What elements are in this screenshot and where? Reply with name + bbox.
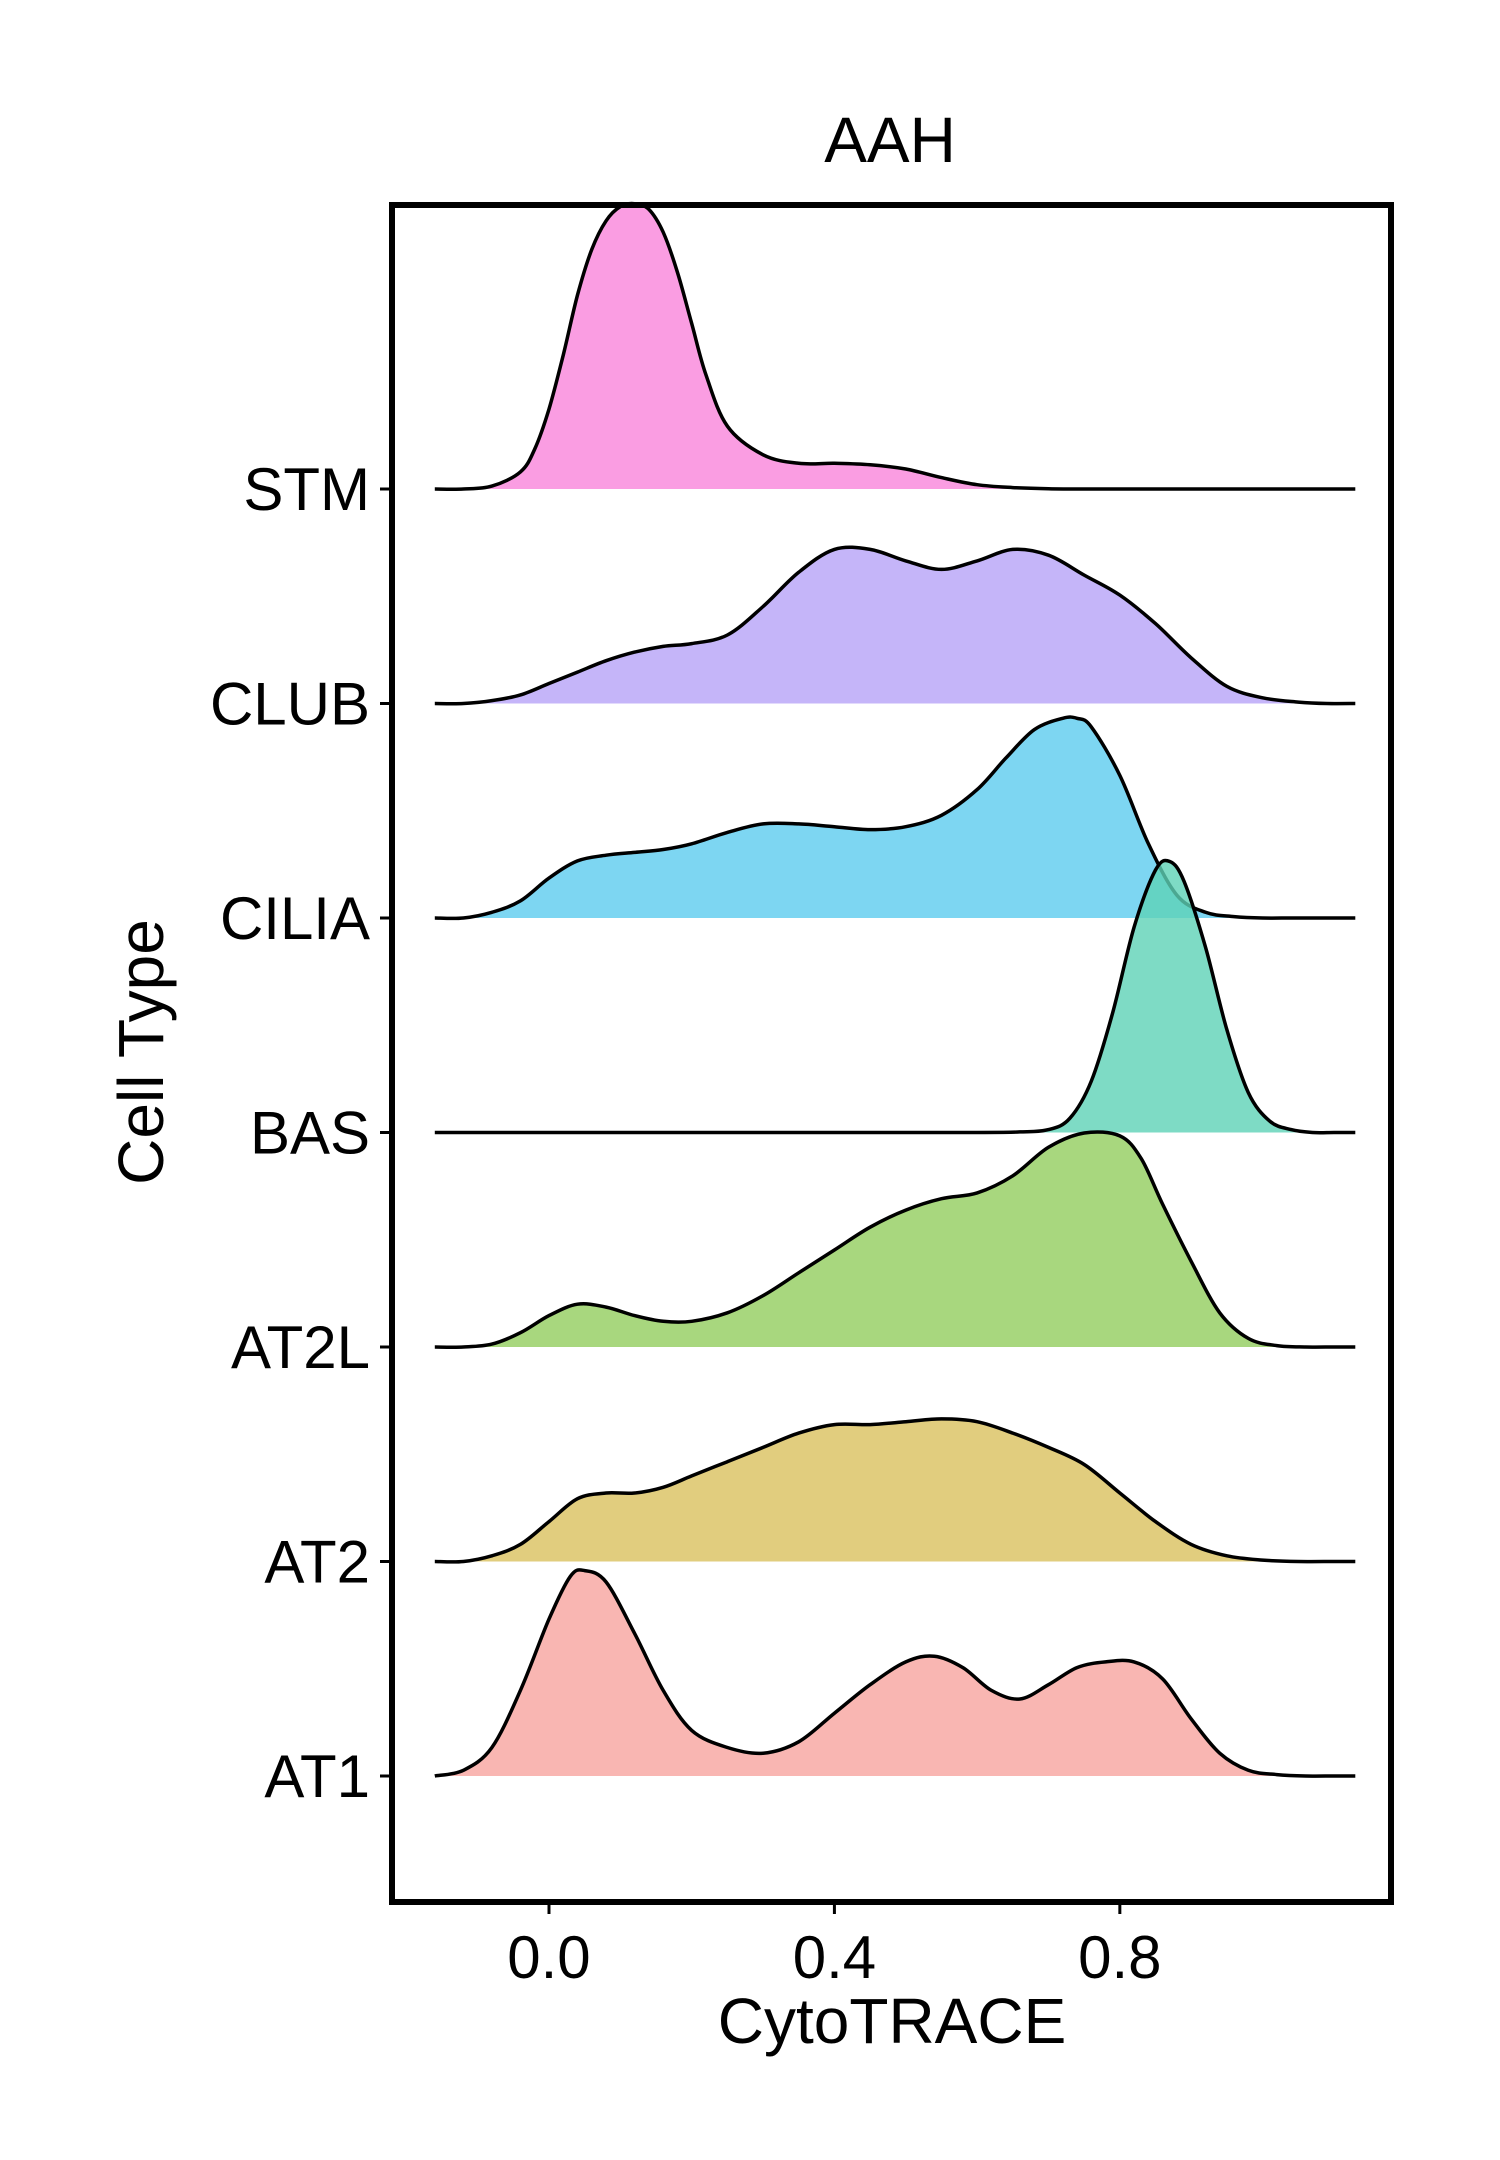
ridges-group xyxy=(434,201,1356,1778)
ridge-line-at2l xyxy=(434,1130,1356,1349)
ridge-area-stm xyxy=(434,203,1356,490)
ridge-line-stm xyxy=(434,201,1356,491)
x-tick-label-0.8: 0.8 xyxy=(1078,1924,1161,1991)
y-axis: AT1 AT2 AT2L BAS CILIA CLUB STM xyxy=(210,456,392,1810)
ridge-area-at2l xyxy=(434,1131,1356,1348)
y-tick-label-at1: AT1 xyxy=(264,1743,370,1810)
chart-title: AAH xyxy=(824,104,956,176)
ridge-line-bas xyxy=(434,858,1356,1135)
y-tick-label-cilia: CILIA xyxy=(220,885,370,952)
ridge-line-club xyxy=(434,545,1356,706)
y-tick-label-club: CLUB xyxy=(210,671,370,738)
plot-frame xyxy=(389,202,1394,1905)
y-tick-label-stm: STM xyxy=(243,456,370,523)
ridge-area-club xyxy=(434,547,1356,704)
ridge-line-at1 xyxy=(434,1568,1356,1778)
x-axis: 0.0 0.4 0.8 xyxy=(507,1902,1162,1991)
ridge-area-at2 xyxy=(434,1418,1356,1562)
ridge-line-cilia xyxy=(434,715,1356,921)
x-tick-label-0.4: 0.4 xyxy=(793,1924,876,1991)
y-tick-label-at2: AT2 xyxy=(264,1529,370,1596)
y-tick-label-bas: BAS xyxy=(250,1100,370,1167)
y-tick-label-at2l: AT2L xyxy=(231,1314,370,1381)
x-tick-label-0.0: 0.0 xyxy=(507,1924,590,1991)
x-axis-label: CytoTRACE xyxy=(718,1985,1067,2057)
ridge-line-at2 xyxy=(434,1417,1356,1564)
y-axis-label: Cell Type xyxy=(105,919,177,1185)
ridge-area-bas xyxy=(434,860,1356,1133)
ridge-area-cilia xyxy=(434,717,1356,919)
ridge-area-at1 xyxy=(434,1569,1356,1777)
